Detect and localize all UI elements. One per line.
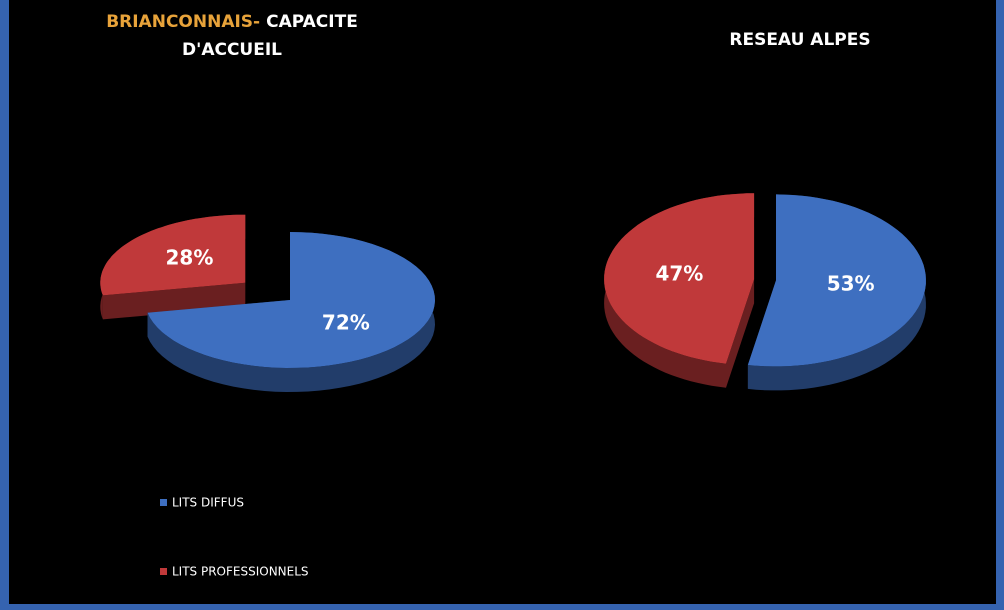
data-label: 53%	[827, 271, 875, 295]
pie-slice	[747, 194, 926, 367]
legend-label: LITS DIFFUS	[172, 496, 244, 510]
slice-cut-face	[726, 279, 755, 388]
slice-wall	[747, 194, 926, 391]
legend-swatch	[160, 568, 167, 575]
pie-slice	[100, 214, 246, 296]
title-part: CAPACITE	[266, 12, 358, 32]
title-part: BRIANCONNAIS-	[106, 12, 260, 32]
chart-title: RESEAU ALPES	[729, 30, 870, 50]
slice-cut-face	[102, 282, 246, 320]
data-label: 72%	[322, 310, 370, 334]
pie-slice	[604, 193, 755, 364]
legend-swatch	[160, 499, 167, 506]
chart-title: D'ACCUEIL	[182, 40, 282, 60]
chart-title: BRIANCONNAIS- CAPACITE	[106, 12, 358, 32]
pie-slice	[147, 232, 435, 368]
data-label: 28%	[166, 245, 214, 269]
data-label: 47%	[655, 261, 703, 285]
legend-label: LITS PROFESSIONNELS	[172, 565, 309, 579]
